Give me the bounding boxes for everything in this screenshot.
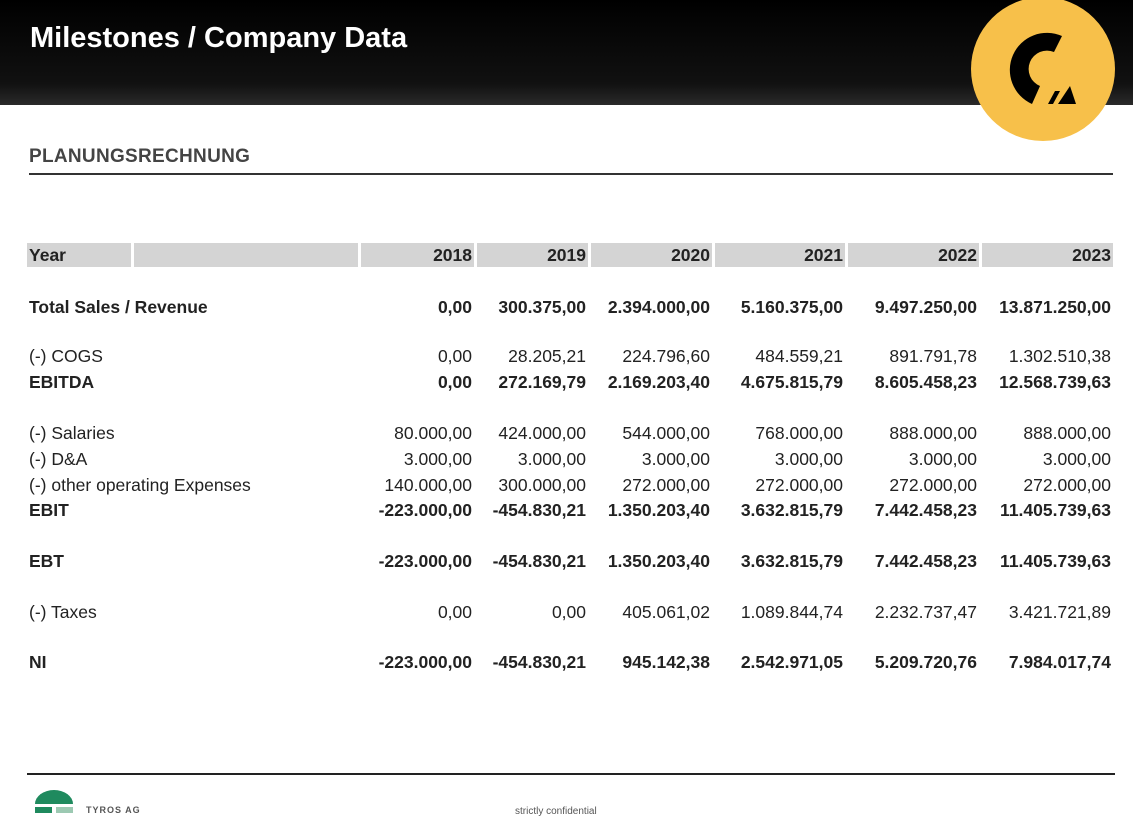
cell-value: 9.497.250,00 — [874, 297, 977, 317]
cell-value: 544.000,00 — [622, 423, 710, 443]
cell-value: 888.000,00 — [1023, 423, 1111, 443]
header-cell — [848, 243, 979, 267]
section-title: PLANUNGSRECHNUNG — [29, 146, 251, 167]
header-cell — [591, 243, 712, 267]
cell-value: 0,00 — [437, 372, 472, 392]
header-cell — [134, 243, 358, 267]
cell-value: -454.830,21 — [492, 652, 586, 672]
cell-value: 5.209.720,76 — [874, 652, 977, 672]
cell-value: 272.000,00 — [1023, 475, 1111, 495]
cell-value: 11.405.739,63 — [1000, 551, 1111, 571]
cell-value: 405.061,02 — [622, 602, 710, 622]
cell-value: -454.830,21 — [492, 551, 586, 571]
cell-value: 12.568.739,63 — [999, 372, 1111, 392]
row-label: (-) Taxes — [29, 602, 97, 622]
year-header: 2018 — [433, 245, 472, 265]
cell-value: 3.632.815,79 — [740, 500, 843, 520]
header-cell — [361, 243, 474, 267]
cell-value: 11.405.739,63 — [1000, 500, 1111, 520]
cell-value: 13.871.250,00 — [999, 297, 1111, 317]
company-logo-icon — [971, 0, 1115, 141]
cell-value: 1.350.203,40 — [607, 551, 710, 571]
cell-value: 7.984.017,74 — [1008, 652, 1111, 672]
cell-value: 0,00 — [551, 602, 586, 622]
cell-value: 272.169,79 — [498, 372, 586, 392]
cell-value: 272.000,00 — [622, 475, 710, 495]
page-title: Milestones / Company Data — [30, 22, 408, 54]
header-bar: Milestones / Company Data — [0, 0, 1133, 105]
cell-value: 0,00 — [437, 602, 472, 622]
cell-value: 945.142,38 — [622, 652, 710, 672]
cell-value: 272.000,00 — [889, 475, 977, 495]
cell-value: 272.000,00 — [755, 475, 843, 495]
row-label: Total Sales / Revenue — [29, 297, 208, 317]
cell-value: 140.000,00 — [384, 475, 472, 495]
cell-value: 1.350.203,40 — [607, 500, 710, 520]
cell-value: -223.000,00 — [378, 551, 472, 571]
cell-value: 28.205,21 — [508, 346, 586, 366]
header-cell — [477, 243, 588, 267]
row-label: (-) COGS — [29, 346, 103, 366]
cell-value: 3.000,00 — [1042, 449, 1111, 469]
cell-value: 3.421.721,89 — [1008, 602, 1111, 622]
year-header: 2021 — [804, 245, 843, 265]
header-cell — [982, 243, 1113, 267]
cell-value: 424.000,00 — [498, 423, 586, 443]
cell-value: 1.089.844,74 — [740, 602, 843, 622]
cell-value: 3.000,00 — [641, 449, 710, 469]
cell-value: 3.000,00 — [908, 449, 977, 469]
cell-value: 1.302.510,38 — [1008, 346, 1111, 366]
cell-value: 888.000,00 — [889, 423, 977, 443]
year-header: 2019 — [547, 245, 586, 265]
cell-value: 2.394.000,00 — [607, 297, 710, 317]
cell-value: -454.830,21 — [492, 500, 586, 520]
cell-value: 300.000,00 — [498, 475, 586, 495]
header-cell — [27, 243, 131, 267]
header-year-label: Year — [29, 245, 66, 265]
row-label: NI — [29, 652, 47, 672]
cell-value: 891.791,78 — [889, 346, 977, 366]
year-header: 2022 — [938, 245, 977, 265]
year-header: 2020 — [671, 245, 710, 265]
cell-value: 5.160.375,00 — [740, 297, 843, 317]
footer-company: TYROS AG — [86, 805, 141, 815]
cell-value: 0,00 — [437, 346, 472, 366]
cell-value: 80.000,00 — [394, 423, 472, 443]
cell-value: 2.232.737,47 — [874, 602, 977, 622]
cell-value: 2.542.971,05 — [740, 652, 843, 672]
cell-value: 8.605.458,23 — [874, 372, 977, 392]
cell-value: 4.675.815,79 — [740, 372, 843, 392]
cell-value: 484.559,21 — [755, 346, 843, 366]
cell-value: -223.000,00 — [378, 500, 472, 520]
cell-value: 768.000,00 — [755, 423, 843, 443]
cell-value: 3.000,00 — [774, 449, 843, 469]
row-label: EBT — [29, 551, 64, 571]
footer-divider — [27, 773, 1115, 775]
cell-value: 7.442.458,23 — [874, 551, 977, 571]
row-label: (-) D&A — [29, 449, 88, 469]
row-label: EBITDA — [29, 372, 95, 392]
cell-value: -223.000,00 — [378, 652, 472, 672]
row-label: (-) Salaries — [29, 423, 115, 443]
row-label: (-) other operating Expenses — [29, 475, 251, 495]
cell-value: 3.000,00 — [517, 449, 586, 469]
row-label: EBIT — [29, 500, 69, 520]
cell-value: 300.375,00 — [498, 297, 586, 317]
cell-value: 7.442.458,23 — [874, 500, 977, 520]
year-header: 2023 — [1072, 245, 1111, 265]
cell-value: 224.796,60 — [622, 346, 710, 366]
tyros-logo-icon — [35, 790, 73, 813]
cell-value: 2.169.203,40 — [607, 372, 710, 392]
footer-confidential: strictly confidential — [515, 806, 597, 817]
cell-value: 0,00 — [437, 297, 472, 317]
header-cell — [715, 243, 845, 267]
section-divider — [29, 173, 1113, 175]
cell-value: 3.632.815,79 — [740, 551, 843, 571]
cell-value: 3.000,00 — [403, 449, 472, 469]
